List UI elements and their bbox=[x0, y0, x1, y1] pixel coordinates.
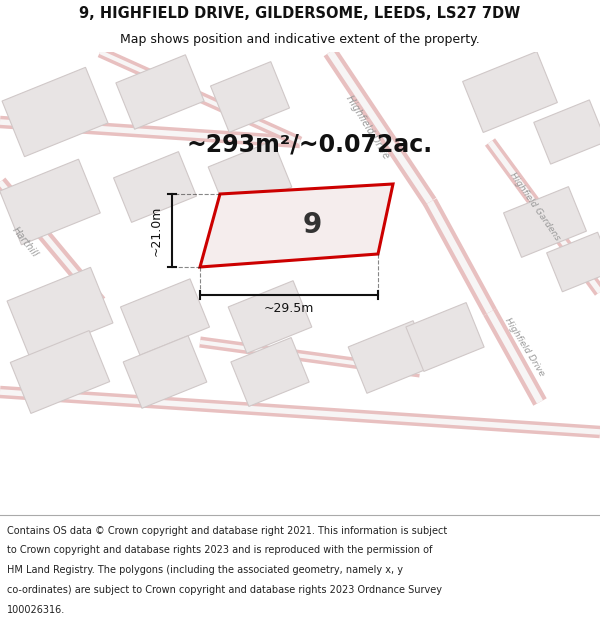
Polygon shape bbox=[228, 281, 312, 353]
Polygon shape bbox=[231, 338, 309, 406]
Polygon shape bbox=[211, 62, 289, 132]
Text: 9: 9 bbox=[303, 211, 322, 239]
Text: Harthill: Harthill bbox=[10, 225, 40, 259]
Text: 9, HIGHFIELD DRIVE, GILDERSOME, LEEDS, LS27 7DW: 9, HIGHFIELD DRIVE, GILDERSOME, LEEDS, L… bbox=[79, 6, 521, 21]
Text: co-ordinates) are subject to Crown copyright and database rights 2023 Ordnance S: co-ordinates) are subject to Crown copyr… bbox=[7, 585, 442, 595]
Text: Highfield Gardens: Highfield Gardens bbox=[508, 171, 562, 242]
Text: ~293m²/~0.072ac.: ~293m²/~0.072ac. bbox=[187, 132, 433, 156]
Polygon shape bbox=[463, 51, 557, 132]
Polygon shape bbox=[116, 55, 204, 129]
Polygon shape bbox=[208, 141, 292, 213]
Polygon shape bbox=[7, 268, 113, 357]
Text: 100026316.: 100026316. bbox=[7, 604, 65, 614]
Text: HM Land Registry. The polygons (including the associated geometry, namely x, y: HM Land Registry. The polygons (includin… bbox=[7, 565, 403, 575]
Polygon shape bbox=[113, 152, 196, 222]
Text: Highfield Drive: Highfield Drive bbox=[344, 94, 392, 161]
Polygon shape bbox=[348, 321, 432, 393]
Polygon shape bbox=[406, 302, 484, 371]
Polygon shape bbox=[0, 159, 100, 245]
Polygon shape bbox=[121, 279, 209, 355]
Polygon shape bbox=[503, 187, 586, 258]
Text: to Crown copyright and database rights 2023 and is reproduced with the permissio: to Crown copyright and database rights 2… bbox=[7, 546, 433, 556]
Text: ~29.5m: ~29.5m bbox=[264, 302, 314, 316]
Polygon shape bbox=[2, 68, 108, 157]
Polygon shape bbox=[123, 336, 207, 408]
Polygon shape bbox=[547, 232, 600, 292]
Polygon shape bbox=[200, 184, 393, 267]
Text: ~21.0m: ~21.0m bbox=[149, 205, 163, 256]
Text: Map shows position and indicative extent of the property.: Map shows position and indicative extent… bbox=[120, 32, 480, 46]
Polygon shape bbox=[10, 331, 110, 413]
Text: Contains OS data © Crown copyright and database right 2021. This information is : Contains OS data © Crown copyright and d… bbox=[7, 526, 448, 536]
Text: Highfield Drive: Highfield Drive bbox=[503, 316, 547, 378]
Polygon shape bbox=[534, 100, 600, 164]
